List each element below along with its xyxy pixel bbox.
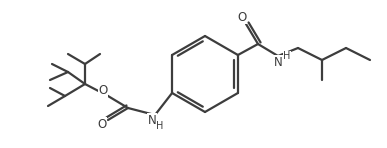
Text: O: O: [98, 118, 107, 131]
Text: N: N: [274, 56, 283, 69]
Text: O: O: [237, 11, 247, 24]
Text: O: O: [98, 85, 108, 98]
Text: H: H: [283, 51, 291, 61]
Text: N: N: [147, 114, 156, 127]
Text: H: H: [156, 121, 164, 131]
